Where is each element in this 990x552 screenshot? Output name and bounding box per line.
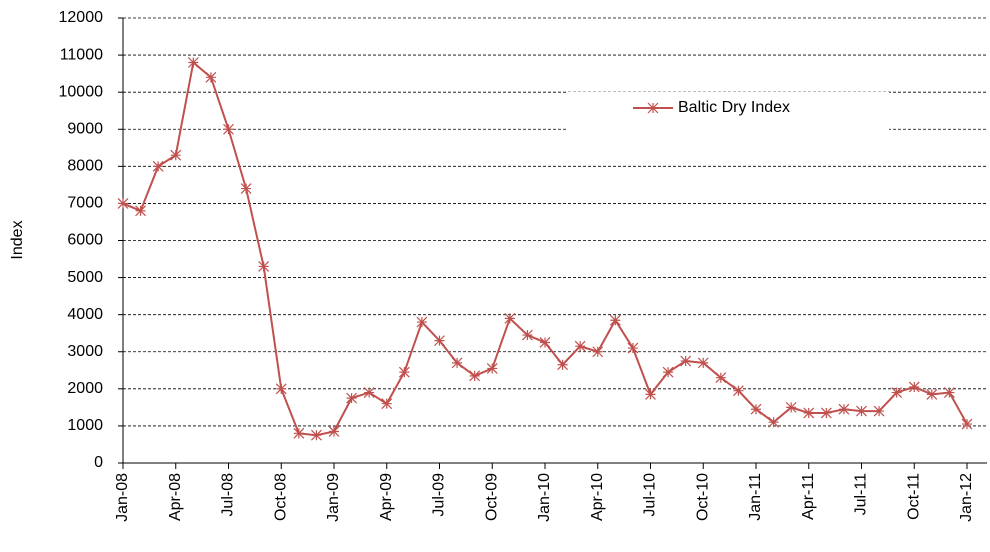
data-marker: [785, 401, 797, 413]
data-marker: [240, 183, 252, 195]
data-marker: [697, 357, 709, 369]
x-tick-label: Jul-09: [431, 473, 448, 517]
data-marker: [328, 426, 340, 437]
x-tick-label: Jan-12: [958, 473, 975, 522]
data-marker: [363, 387, 375, 398]
y-tick-label: 6000: [67, 232, 103, 249]
data-marker: [592, 346, 604, 358]
data-marker: [627, 342, 639, 354]
data-marker: [135, 205, 147, 217]
data-marker: [275, 383, 287, 395]
data-marker: [346, 392, 358, 404]
data-marker: [891, 387, 903, 398]
x-tick-label: Apr-09: [378, 473, 395, 521]
y-tick-label: 9000: [67, 120, 103, 137]
x-tick-label: Apr-08: [167, 473, 184, 521]
data-marker: [820, 407, 832, 419]
x-tick-label: Apr-10: [589, 473, 606, 521]
data-marker: [574, 340, 586, 352]
data-marker: [223, 123, 234, 135]
data-marker: [961, 418, 973, 430]
data-marker: [521, 329, 533, 341]
data-marker: [434, 335, 445, 347]
x-tick-label: Jan-10: [536, 473, 553, 522]
data-marker: [152, 160, 164, 172]
data-marker: [732, 385, 744, 397]
x-tick-label: Jan-11: [747, 473, 764, 521]
x-tick-label: Oct-11: [905, 473, 922, 520]
x-tick-label: Apr-11: [800, 473, 817, 520]
y-tick-label: 5000: [67, 269, 103, 286]
x-tick-label: Jul-11: [853, 473, 870, 515]
data-marker: [856, 405, 867, 417]
data-marker: [310, 429, 322, 441]
data-marker: [943, 387, 955, 398]
x-tick-label: Jul-08: [220, 473, 237, 517]
y-tick-label: 4000: [67, 306, 103, 323]
x-tick-label: Jan-09: [325, 473, 342, 522]
data-marker: [117, 197, 129, 209]
y-tick-label: 12000: [59, 9, 104, 26]
data-marker: [803, 407, 815, 419]
data-marker: [557, 359, 569, 371]
data-marker: [662, 366, 674, 378]
data-marker: [873, 405, 885, 417]
data-marker: [680, 355, 692, 367]
data-marker: [398, 366, 410, 378]
data-marker: [469, 370, 481, 382]
data-marker: [645, 388, 656, 400]
y-tick-label: 1000: [67, 417, 103, 434]
y-tick-label: 11000: [60, 46, 103, 63]
data-marker: [926, 388, 938, 400]
y-tick-label: 8000: [67, 158, 103, 175]
y-tick-label: 10000: [59, 83, 104, 100]
data-marker: [187, 57, 199, 68]
y-tick-label: 3000: [67, 343, 103, 360]
data-marker: [416, 316, 428, 328]
data-marker: [838, 403, 850, 415]
data-marker: [609, 314, 621, 326]
data-marker: [539, 337, 551, 348]
x-tick-label: Oct-10: [694, 473, 711, 521]
data-marker: [504, 312, 516, 324]
x-tick-label: Oct-08: [272, 473, 289, 521]
x-tick-label: Oct-09: [483, 473, 500, 521]
y-axis-label: Index: [9, 220, 26, 259]
data-marker: [258, 261, 270, 272]
data-marker: [381, 398, 393, 410]
data-marker: [715, 372, 727, 384]
legend-label: Baltic Dry Index: [678, 99, 790, 116]
y-tick-label: 7000: [67, 195, 103, 212]
x-tick-label: Jul-10: [642, 473, 659, 517]
y-tick-label: 0: [94, 454, 103, 471]
data-marker: [205, 71, 217, 83]
x-tick-label: Jan-08: [114, 473, 131, 522]
y-tick-label: 2000: [67, 380, 103, 397]
data-marker: [293, 427, 305, 439]
data-marker: [908, 381, 920, 393]
data-marker: [768, 416, 780, 428]
legend-box: [567, 92, 889, 138]
data-marker: [170, 149, 182, 161]
data-marker: [451, 357, 463, 369]
legend-marker: [647, 102, 659, 114]
data-marker: [750, 403, 762, 415]
data-marker: [486, 363, 498, 374]
